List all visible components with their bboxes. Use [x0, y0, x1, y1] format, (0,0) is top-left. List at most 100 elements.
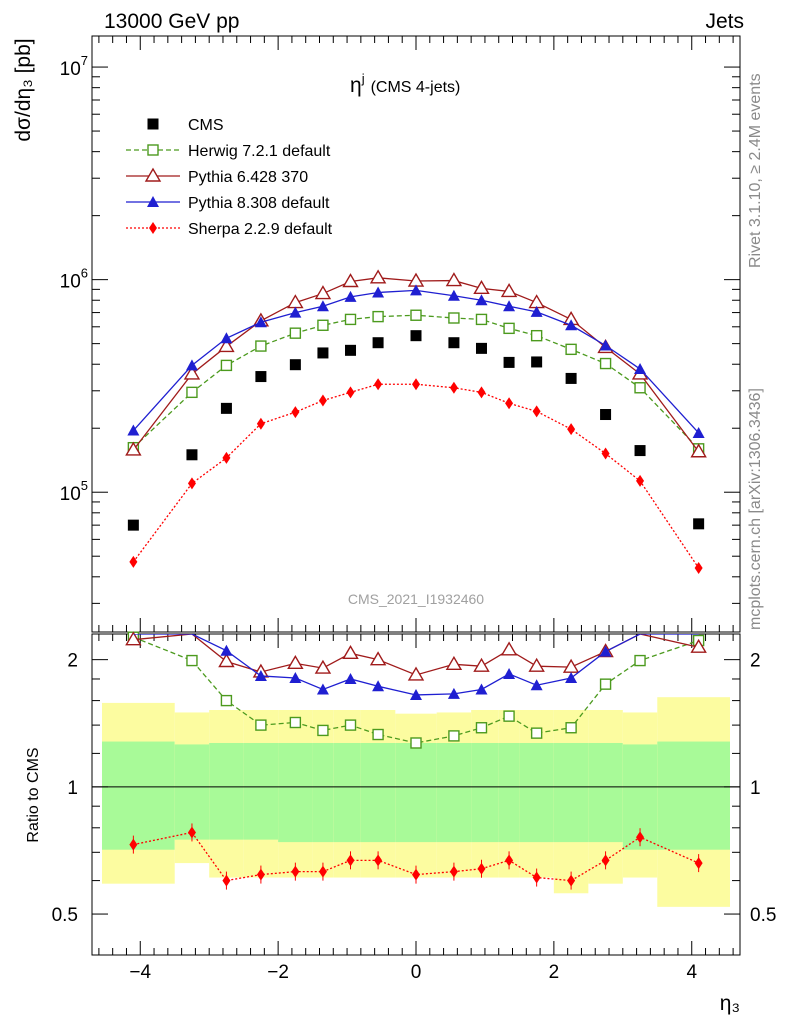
data-point	[693, 518, 705, 530]
data-point	[445, 272, 463, 287]
data-point	[127, 519, 139, 531]
ratio-point	[475, 722, 488, 734]
legend-item: Pythia 8.308 default	[126, 195, 330, 212]
band-stat	[498, 742, 520, 843]
band-stat	[436, 742, 472, 843]
ratio-point	[599, 678, 612, 690]
data-point	[369, 269, 387, 284]
data-point	[346, 386, 355, 399]
ratio-point	[528, 657, 545, 672]
data-point	[220, 332, 233, 344]
data-point	[318, 394, 327, 407]
side-label-bottom: mcplots.cern.ch [arXiv:1306.3436]	[747, 388, 764, 630]
band-stat	[471, 742, 499, 843]
data-point	[291, 406, 300, 419]
data-point	[289, 306, 302, 318]
ratio-point	[218, 653, 235, 668]
data-point	[372, 286, 385, 298]
data-point	[636, 474, 645, 487]
x-tick-label: −4	[129, 962, 151, 983]
ratio-point	[372, 680, 385, 692]
data-point	[565, 343, 577, 356]
data-point	[475, 313, 488, 326]
data-point	[503, 356, 515, 368]
ratio-point	[500, 641, 518, 656]
data-point	[448, 337, 460, 349]
ratio-point	[125, 631, 142, 646]
ratio-point	[314, 659, 332, 674]
data-point	[412, 378, 420, 391]
band-stat	[243, 742, 279, 840]
data-point	[690, 443, 707, 458]
ratio-point	[445, 655, 463, 670]
data-point	[475, 294, 488, 306]
data-point	[567, 423, 576, 436]
data-point	[256, 417, 265, 430]
band-stat	[278, 742, 313, 843]
data-point	[289, 327, 302, 339]
watermark: CMS_2021_I1932460	[348, 591, 484, 607]
legend: CMS Herwig 7.2.1 default Pythia 6.428 370 P…	[126, 117, 333, 238]
header-left: 13000 GeV pp	[104, 10, 239, 33]
series-line	[132, 277, 700, 453]
data-point	[599, 357, 612, 370]
ratio-point	[410, 688, 422, 700]
data-point	[185, 359, 198, 371]
ratio-point	[530, 727, 543, 739]
series-layer	[125, 269, 707, 890]
band-stat	[333, 742, 361, 843]
legend-item: Herwig 7.2.1 default	[126, 143, 331, 160]
ratio-tick-label-right: 0.5	[750, 905, 776, 926]
data-point	[601, 447, 610, 460]
data-point	[503, 300, 516, 312]
data-point	[222, 451, 231, 464]
ratio-point	[372, 728, 384, 741]
band-stat	[312, 742, 334, 843]
ratio-point	[407, 666, 425, 681]
legend-item: Pythia 6.428 370	[126, 167, 308, 186]
legend-label: CMS	[188, 117, 224, 134]
ratio-point	[255, 719, 267, 731]
series-sherpa-2-2-9-default	[129, 378, 703, 575]
data-point	[599, 339, 612, 351]
data-point	[342, 273, 359, 288]
data-point	[530, 329, 543, 342]
data-point	[600, 409, 612, 421]
header-right: Jets	[705, 10, 744, 33]
ratio-point	[448, 730, 460, 742]
data-point	[344, 313, 357, 326]
data-point	[125, 441, 142, 456]
data-point	[316, 300, 329, 312]
data-point	[345, 344, 357, 356]
chart-title: ηj(CMS 4-jets)	[350, 71, 460, 97]
y-axis-label: dσ/dη₃ [pb]	[12, 38, 35, 141]
band-stat	[588, 742, 623, 843]
data-point	[634, 445, 646, 457]
ratio-point	[344, 672, 357, 684]
x-tick-label: 0	[411, 962, 422, 983]
band-stat	[395, 742, 437, 843]
ratio-tick-label-left: 2	[67, 651, 78, 672]
ratio-point	[317, 724, 329, 737]
data-point	[528, 294, 545, 309]
data-point	[447, 289, 460, 301]
ratio-point	[599, 645, 612, 657]
ratio-uncertainty-bands	[102, 697, 730, 907]
ratio-point	[369, 651, 387, 666]
series-cms	[127, 330, 705, 531]
data-point	[374, 378, 383, 391]
ratio-series	[125, 631, 707, 681]
legend-marker	[149, 222, 157, 234]
x-tick-label: 2	[549, 962, 560, 983]
data-point	[187, 477, 196, 490]
legend-label: Pythia 6.428 370	[188, 169, 308, 186]
data-point	[314, 285, 332, 300]
ratio-point	[220, 644, 233, 656]
data-point	[505, 397, 514, 410]
ratio-point	[289, 671, 302, 683]
data-point	[254, 316, 267, 328]
data-point	[317, 347, 329, 359]
ratio-point	[289, 716, 302, 729]
ratio-tick-label-left: 0.5	[52, 905, 78, 926]
